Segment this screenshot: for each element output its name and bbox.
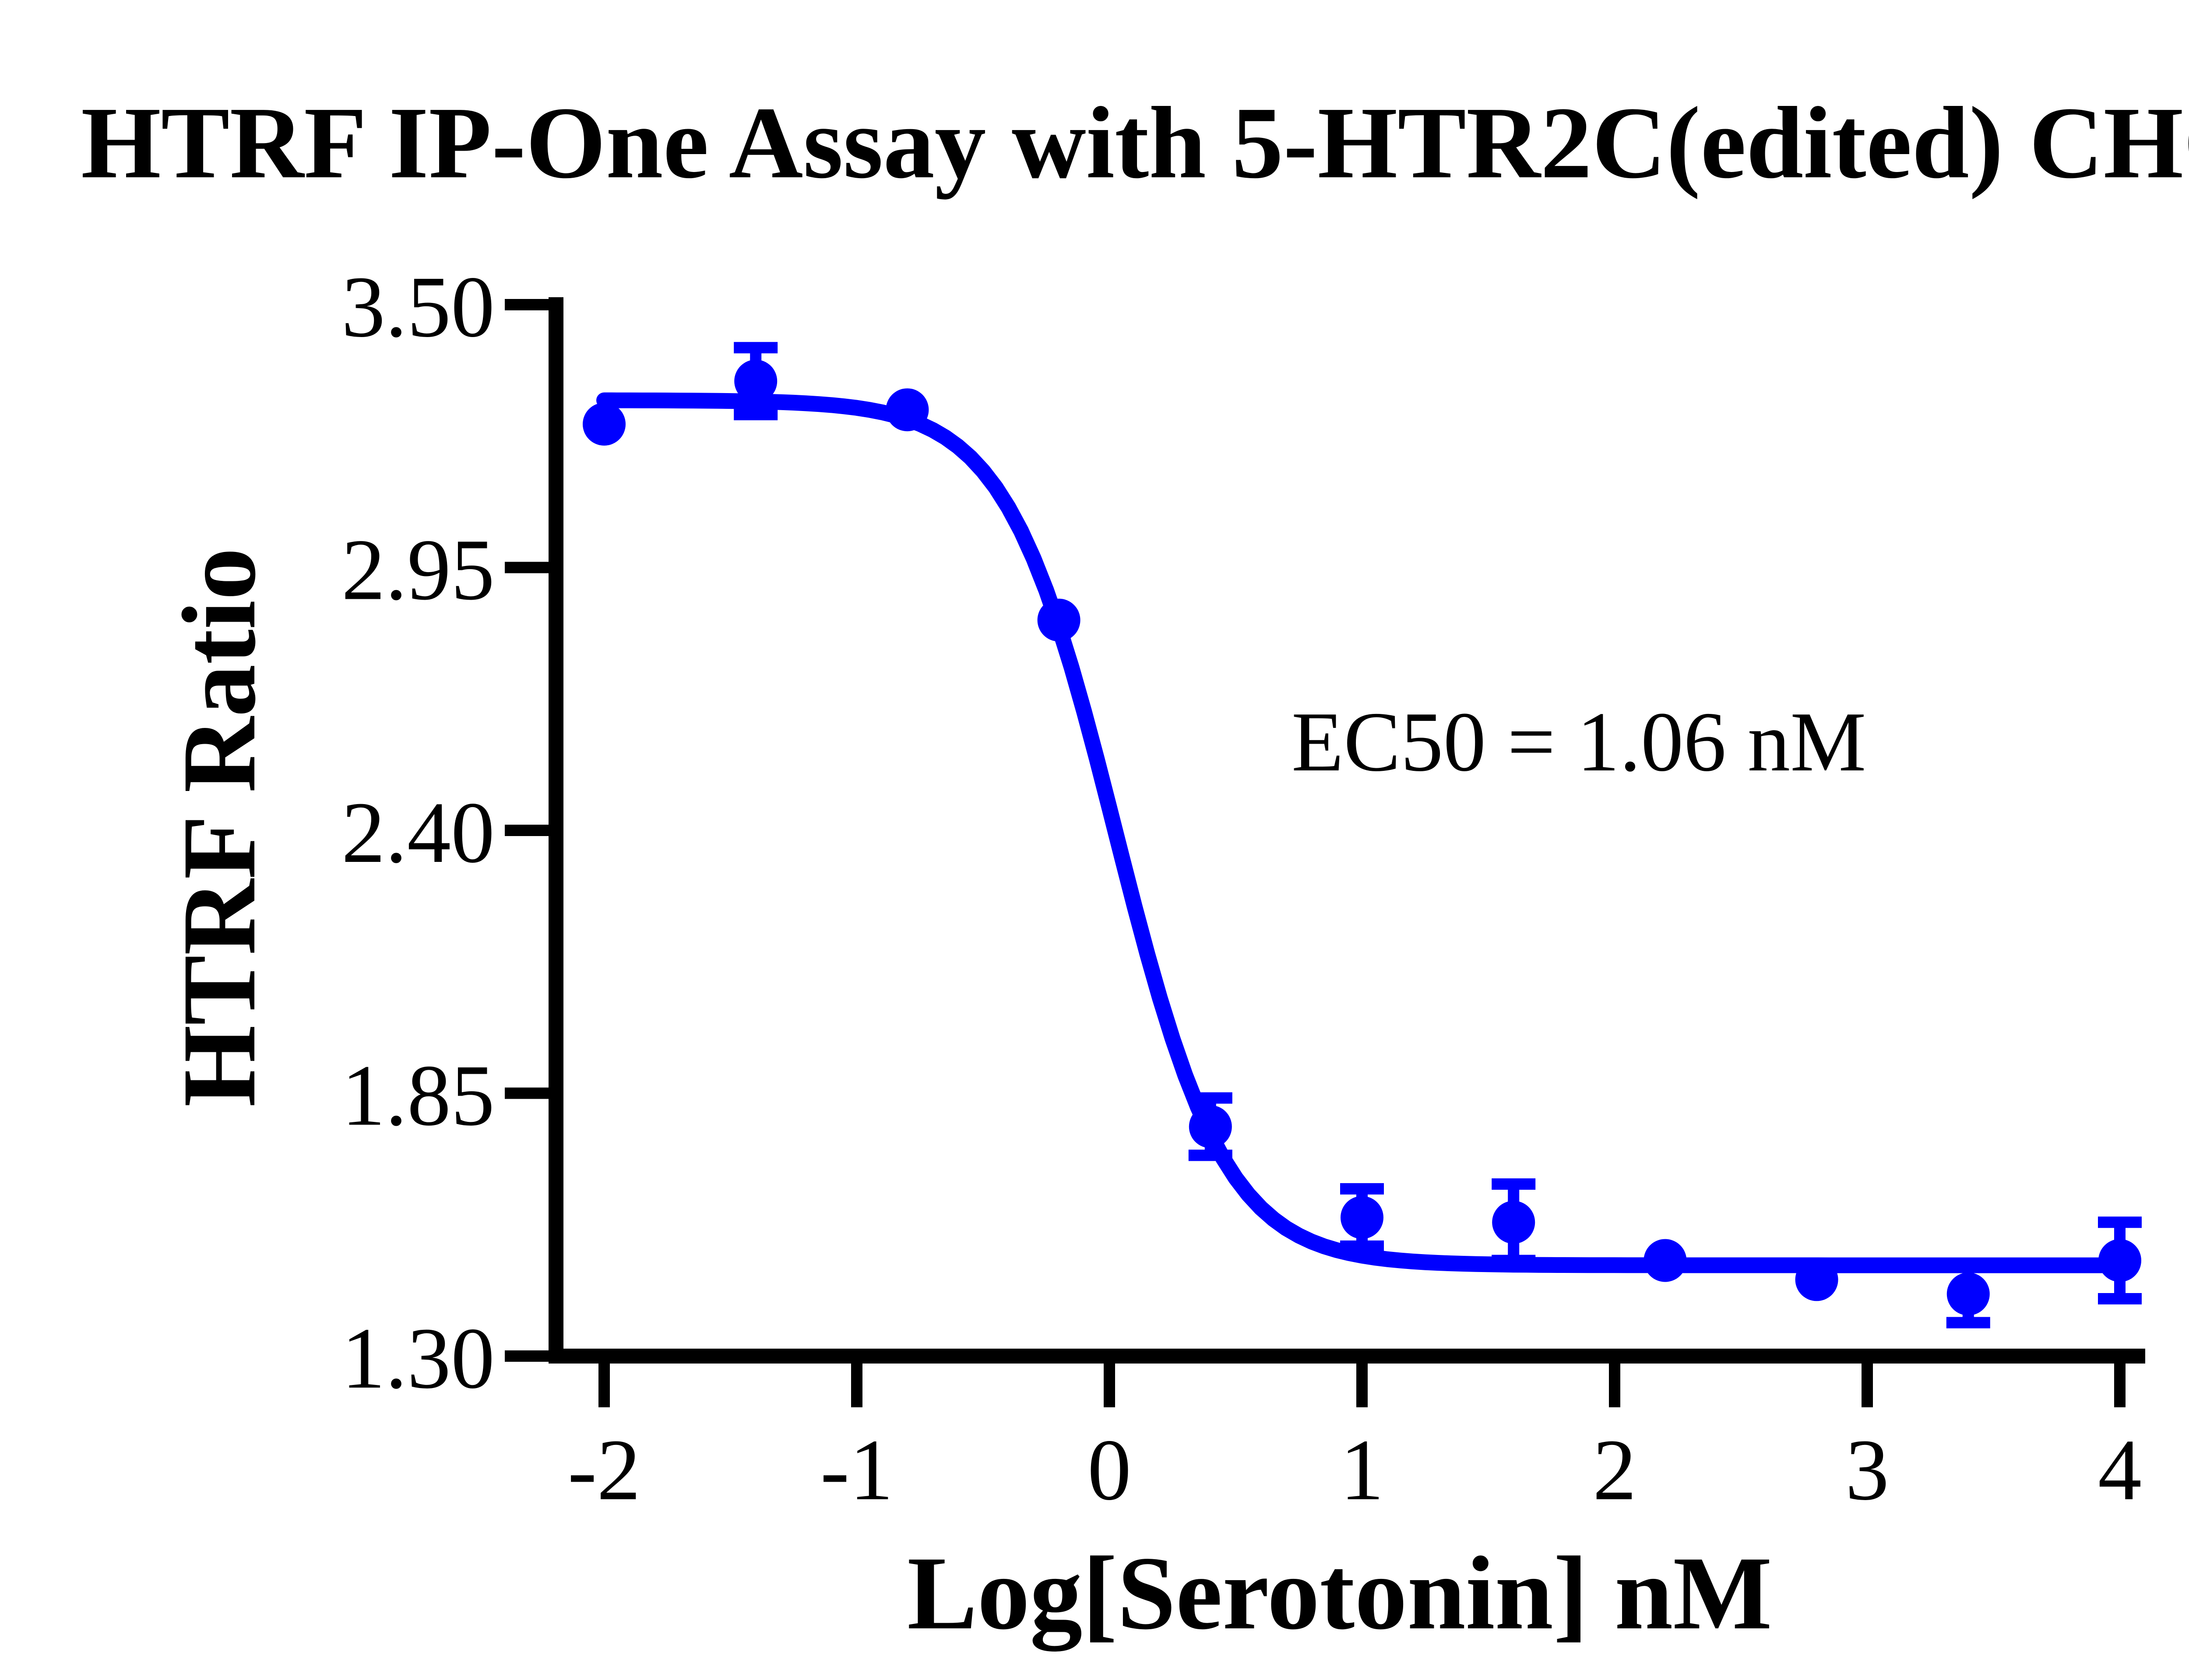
fit-curve: [596, 392, 2128, 1273]
x-axis-ticks: [598, 1364, 2126, 1407]
x-tick-label: 2: [1593, 1422, 1636, 1518]
data-point-marker: [1037, 598, 1080, 642]
x-tick-label: 1: [1340, 1422, 1384, 1518]
ec50-annotation: EC50 = 1.06 nM: [1292, 695, 1866, 789]
x-tick-label: -2: [568, 1422, 641, 1518]
y-tick-label: 1.85: [341, 1047, 495, 1144]
data-point-marker: [886, 388, 929, 432]
y-tick-label: 1.30: [341, 1310, 495, 1407]
x-tick-label: -1: [820, 1422, 894, 1518]
y-axis-title: HTRF Ratio: [161, 548, 277, 1107]
data-point-marker: [1946, 1272, 1990, 1316]
data-points: [583, 359, 2141, 1316]
chart-title: HTRF IP-One Assay with 5-HTR2C(edited) C…: [81, 86, 2189, 200]
y-tick-label: 3.50: [341, 259, 495, 355]
x-axis-tick-labels: -2 -1 0 1 2 3 4: [568, 1422, 2142, 1518]
x-tick-label: 0: [1087, 1422, 1131, 1518]
error-bars: [734, 342, 2142, 1329]
y-tick-label: 2.40: [341, 784, 495, 881]
data-point-marker: [2098, 1239, 2141, 1282]
x-tick-label: 4: [2098, 1422, 2142, 1518]
data-point-marker: [1644, 1239, 1687, 1282]
x-axis-title: Log[Serotonin] nM: [907, 1535, 1772, 1652]
y-tick-label: 2.95: [341, 522, 495, 619]
x-tick-label: 3: [1845, 1422, 1889, 1518]
y-axis-ticks: [505, 299, 549, 1362]
data-point-marker: [583, 403, 626, 446]
data-point-marker: [1492, 1201, 1535, 1244]
data-point-marker: [1189, 1105, 1232, 1148]
data-point-marker: [1341, 1196, 1383, 1239]
fit-curve-group: [596, 392, 2128, 1273]
data-point-marker: [1795, 1258, 1838, 1301]
data-point-marker: [734, 359, 778, 403]
y-axis-tick-labels: 3.50 2.95 2.40 1.85 1.30: [341, 259, 495, 1407]
